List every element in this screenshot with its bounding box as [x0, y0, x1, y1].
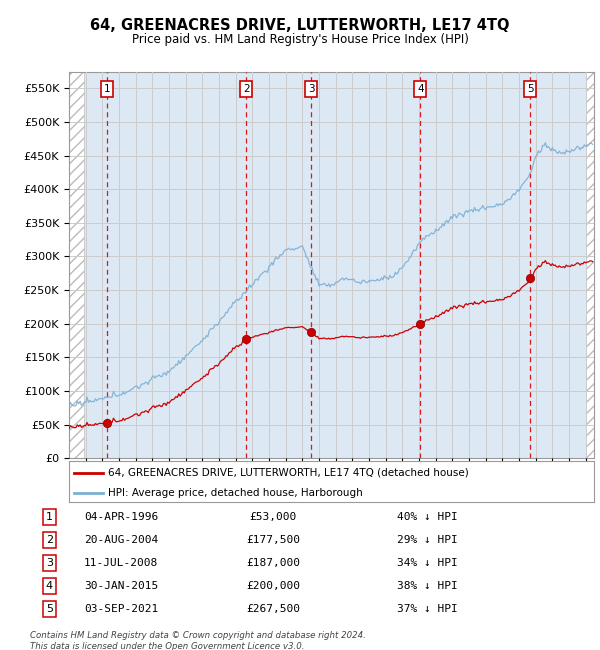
Text: HPI: Average price, detached house, Harborough: HPI: Average price, detached house, Harb…: [109, 488, 363, 498]
Text: This data is licensed under the Open Government Licence v3.0.: This data is licensed under the Open Gov…: [30, 642, 305, 650]
Text: 4: 4: [417, 84, 424, 94]
Text: 4: 4: [46, 581, 53, 591]
Text: 34% ↓ HPI: 34% ↓ HPI: [397, 558, 458, 568]
Text: 1: 1: [104, 84, 110, 94]
Text: 3: 3: [308, 84, 314, 94]
Bar: [586, 72, 594, 458]
Text: 5: 5: [46, 604, 53, 614]
Text: 29% ↓ HPI: 29% ↓ HPI: [397, 535, 458, 545]
Text: 03-SEP-2021: 03-SEP-2021: [84, 604, 158, 614]
Text: £267,500: £267,500: [246, 604, 300, 614]
Text: 40% ↓ HPI: 40% ↓ HPI: [397, 512, 458, 521]
Text: 1: 1: [46, 512, 53, 521]
Text: 38% ↓ HPI: 38% ↓ HPI: [397, 581, 458, 591]
Text: 64, GREENACRES DRIVE, LUTTERWORTH, LE17 4TQ: 64, GREENACRES DRIVE, LUTTERWORTH, LE17 …: [90, 18, 510, 33]
Text: 2: 2: [243, 84, 250, 94]
Text: Price paid vs. HM Land Registry's House Price Index (HPI): Price paid vs. HM Land Registry's House …: [131, 32, 469, 46]
Text: 3: 3: [46, 558, 53, 568]
Text: £177,500: £177,500: [246, 535, 300, 545]
Bar: [69, 72, 85, 458]
Text: 30-JAN-2015: 30-JAN-2015: [84, 581, 158, 591]
Text: £53,000: £53,000: [249, 512, 296, 521]
Text: 5: 5: [527, 84, 533, 94]
Text: £187,000: £187,000: [246, 558, 300, 568]
Text: 64, GREENACRES DRIVE, LUTTERWORTH, LE17 4TQ (detached house): 64, GREENACRES DRIVE, LUTTERWORTH, LE17 …: [109, 468, 469, 478]
Text: 20-AUG-2004: 20-AUG-2004: [84, 535, 158, 545]
Text: 37% ↓ HPI: 37% ↓ HPI: [397, 604, 458, 614]
Text: 04-APR-1996: 04-APR-1996: [84, 512, 158, 521]
Text: £200,000: £200,000: [246, 581, 300, 591]
Text: 2: 2: [46, 535, 53, 545]
Text: Contains HM Land Registry data © Crown copyright and database right 2024.: Contains HM Land Registry data © Crown c…: [30, 630, 366, 640]
Text: 11-JUL-2008: 11-JUL-2008: [84, 558, 158, 568]
